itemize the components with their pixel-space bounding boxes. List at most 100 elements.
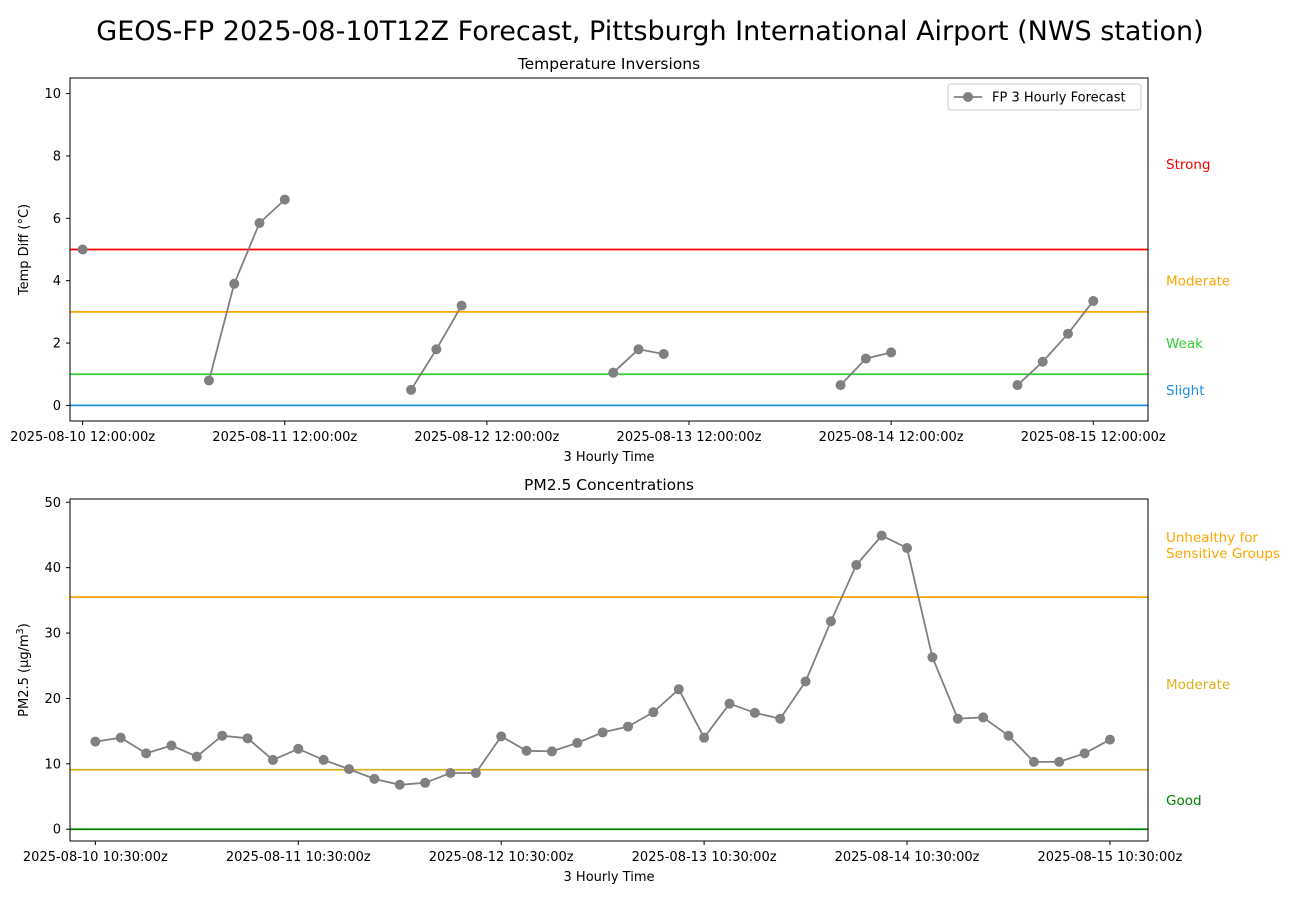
data-point <box>597 727 608 738</box>
pm25-concentrations-plot: PM2.5 Concentrations Good Moderate Unhealth… <box>15 476 1280 885</box>
data-point <box>648 707 659 718</box>
plot-title: PM2.5 Concentrations <box>524 476 694 494</box>
data-point <box>860 353 871 364</box>
data-point <box>1054 756 1065 767</box>
y-tick-label: 20 <box>44 692 61 707</box>
data-point <box>293 743 304 754</box>
y-axis-label: PM2.5 (µg/m3) <box>15 623 32 717</box>
y-tick-label: 40 <box>44 561 61 576</box>
x-tick-label: 2025-08-11 10:30:00z <box>226 850 371 865</box>
data-point <box>217 730 228 741</box>
series-line-segment <box>1016 300 1095 386</box>
x-tick-label: 2025-08-10 12:00:00z <box>10 430 155 445</box>
x-tick-label: 2025-08-11 12:00:00z <box>212 430 357 445</box>
data-point <box>406 384 417 395</box>
data-point <box>673 684 684 695</box>
data-point <box>394 779 405 790</box>
plot-frame <box>69 77 1149 422</box>
threshold-label: Moderate <box>1166 274 1230 290</box>
data-point <box>254 217 265 228</box>
y-tick-label: 10 <box>44 757 61 772</box>
data-point <box>1003 730 1014 741</box>
data-point <box>902 543 913 554</box>
data-point <box>952 713 963 724</box>
threshold-label: Strong <box>1166 157 1211 173</box>
data-point <box>572 737 583 748</box>
data-point <box>825 616 836 627</box>
data-point <box>876 530 887 541</box>
legend-box <box>947 83 1142 111</box>
threshold-label: Unhealthy for Sensitive Groups <box>1166 530 1280 562</box>
legend-marker <box>963 92 973 102</box>
data-point <box>420 777 431 788</box>
y-tick-label: 0 <box>53 823 61 838</box>
data-point <box>242 733 253 744</box>
y-tick-label: 4 <box>53 274 61 289</box>
legend-label: FP 3 Hourly Forecast <box>992 91 1126 106</box>
data-point <box>623 721 634 732</box>
data-point <box>927 652 938 663</box>
y-tick-label: 2 <box>53 337 61 352</box>
data-point <box>658 348 669 359</box>
data-point <box>1079 748 1090 759</box>
data-point <box>1104 734 1115 745</box>
data-point <box>886 347 897 358</box>
data-point <box>166 740 177 751</box>
data-point <box>1028 756 1039 767</box>
y-tick-label: 10 <box>44 87 61 102</box>
x-tick-label: 2025-08-14 12:00:00z <box>819 430 964 445</box>
plot-title: Temperature Inversions <box>517 55 700 73</box>
legend: FP 3 Hourly Forecast <box>947 83 1142 111</box>
data-point <box>608 367 619 378</box>
x-tick-label: 2025-08-13 12:00:00z <box>617 430 762 445</box>
data-point <box>141 748 152 759</box>
x-tick-label: 2025-08-12 12:00:00z <box>414 430 559 445</box>
threshold-label: Good <box>1166 793 1202 809</box>
figure-title: GEOS-FP 2025-08-10T12Z Forecast, Pittsbu… <box>96 16 1203 47</box>
data-point <box>344 764 355 775</box>
data-point <box>978 712 989 723</box>
x-tick-label: 2025-08-15 12:00:00z <box>1021 430 1166 445</box>
data-point <box>191 751 202 762</box>
data-point <box>851 560 862 571</box>
data-point <box>749 707 760 718</box>
data-point <box>775 713 786 724</box>
data-point <box>279 194 290 205</box>
data-point <box>267 754 278 765</box>
data-point <box>77 244 88 255</box>
y-tick-label: 50 <box>44 496 61 511</box>
data-point <box>318 754 329 765</box>
data-point <box>633 344 644 355</box>
y-axis-label: Temp Diff (°C) <box>17 204 32 296</box>
data-point <box>521 745 532 756</box>
data-point <box>203 375 214 386</box>
data-point <box>115 732 126 743</box>
data-point <box>470 767 481 778</box>
threshold-label: Moderate <box>1166 677 1230 693</box>
data-point <box>1062 328 1073 339</box>
y-tick-label: 8 <box>53 149 61 164</box>
x-tick-label: 2025-08-10 10:30:00z <box>23 850 168 865</box>
threshold-label: Slight <box>1166 383 1205 399</box>
x-tick-label: 2025-08-15 10:30:00z <box>1037 850 1182 865</box>
y-tick-label: 30 <box>44 627 61 642</box>
data-point <box>90 736 101 747</box>
temperature-inversions-plot: Temperature Inversions Slight Weak Moderate… <box>10 55 1230 465</box>
data-point <box>546 746 557 757</box>
data-point <box>835 380 846 391</box>
data-point <box>456 300 467 311</box>
y-tick-label: 0 <box>53 399 61 414</box>
series-line-segment <box>95 534 1111 786</box>
data-point <box>431 344 442 355</box>
data-point <box>800 676 811 687</box>
data-point <box>1037 356 1048 367</box>
data-point <box>724 698 735 709</box>
x-tick-label: 2025-08-13 10:30:00z <box>632 850 777 865</box>
data-point <box>445 767 456 778</box>
x-axis-label: 3 Hourly Time <box>564 870 655 885</box>
data-point <box>496 731 507 742</box>
y-tick-label: 6 <box>53 212 61 227</box>
data-point <box>369 773 380 784</box>
series-line-segment <box>208 198 286 381</box>
